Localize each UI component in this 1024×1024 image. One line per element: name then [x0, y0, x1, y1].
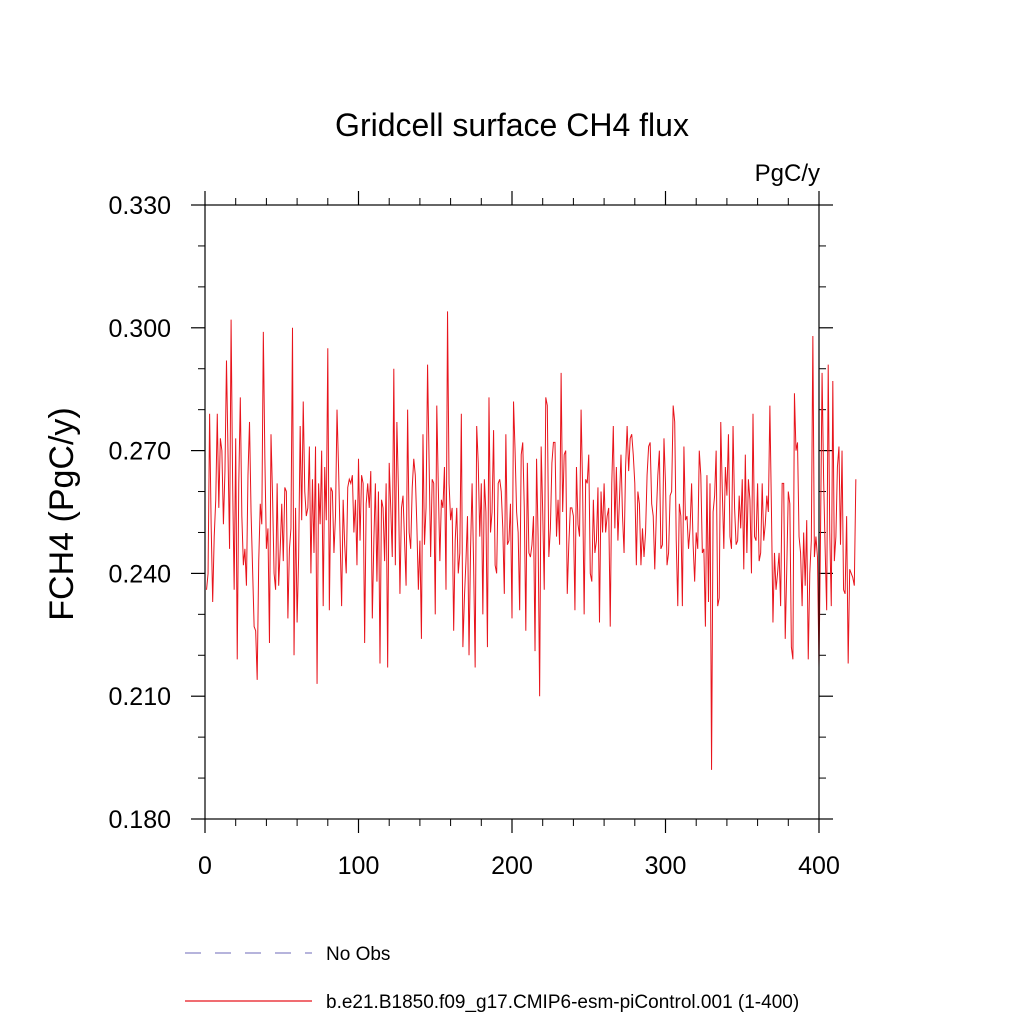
- plot-frame: [204, 204, 820, 820]
- y-tick-label: 0.270: [108, 438, 171, 466]
- y-tick-label: 0.330: [108, 192, 171, 220]
- series-layer: [206, 311, 857, 770]
- legend-label-model-run: b.e21.B1850.f09_g17.CMIP6-esm-piControl.…: [326, 992, 799, 1013]
- x-tick-label: 400: [798, 852, 840, 880]
- y-tick-label: 0.240: [108, 560, 171, 588]
- axis-ticks: [191, 191, 833, 833]
- x-tick-label: 0: [198, 852, 212, 880]
- x-tick-label: 100: [338, 852, 380, 880]
- legend-label-no-obs: No Obs: [326, 944, 390, 965]
- x-tick-label: 300: [645, 852, 687, 880]
- legend: No Obs b.e21.B1850.f09_g17.CMIP6-esm-piC…: [185, 944, 799, 1013]
- y-axis-label: FCH4 (PgC/y): [43, 407, 81, 620]
- x-tick-label: 200: [491, 852, 533, 880]
- y-tick-label: 0.210: [108, 683, 171, 711]
- units-label: PgC/y: [755, 160, 820, 187]
- tick-labels: 0 100 200 300 400 0.180 0.210 0.240 0.270 0.300 0.…: [108, 192, 839, 880]
- y-tick-label: 0.180: [108, 806, 171, 834]
- y-tick-label: 0.300: [108, 315, 171, 343]
- series-line: [206, 311, 857, 770]
- chart-title: Gridcell surface CH4 flux: [335, 107, 689, 143]
